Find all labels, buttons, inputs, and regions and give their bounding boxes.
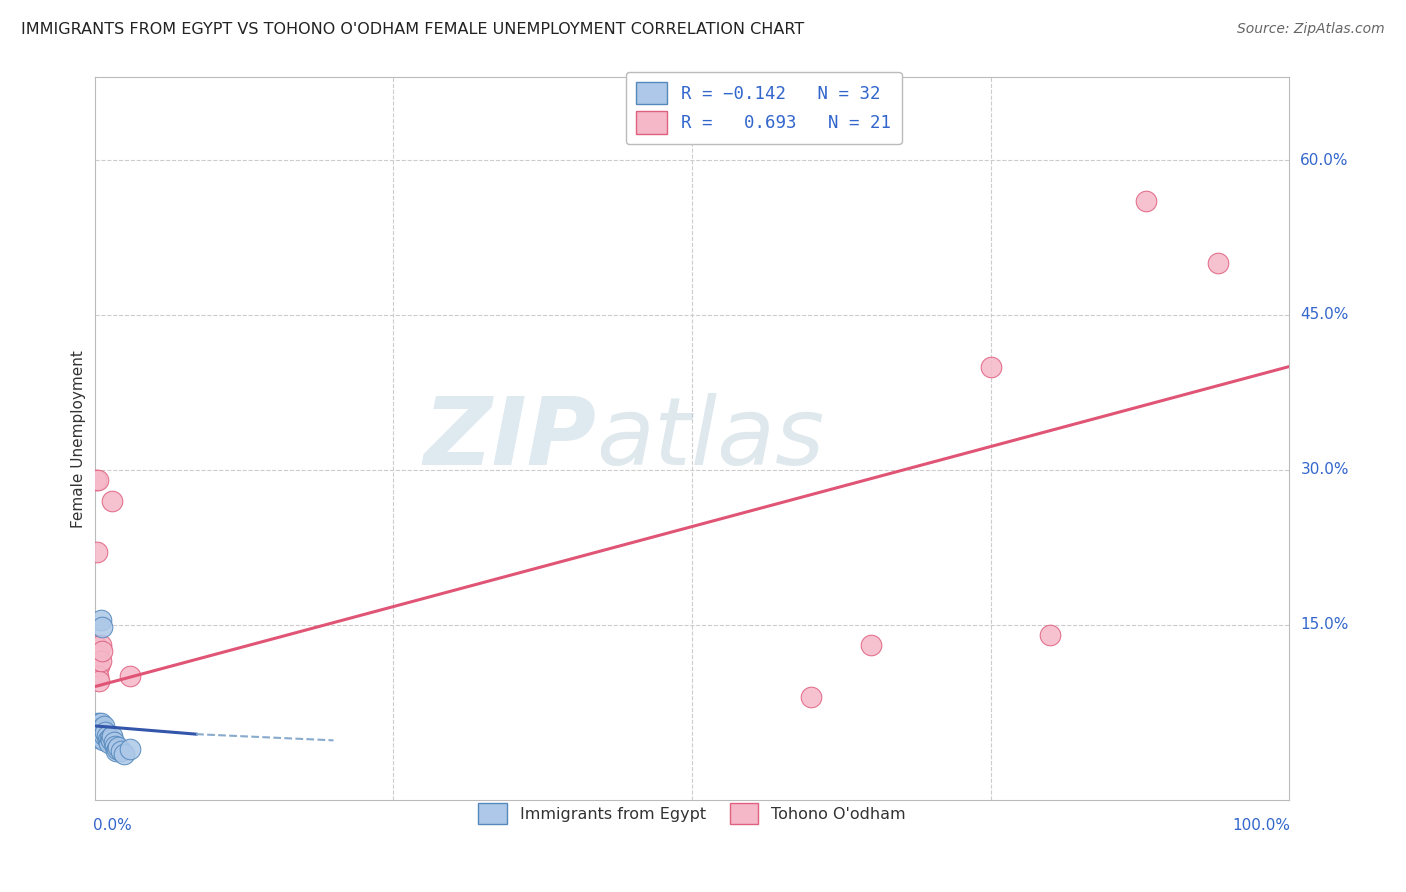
Point <box>84 638 107 652</box>
Text: 45.0%: 45.0% <box>1301 308 1348 322</box>
Point <box>100 733 122 747</box>
Point <box>120 669 142 683</box>
Point <box>90 638 112 652</box>
Point <box>120 741 142 756</box>
Point <box>89 659 111 673</box>
Point <box>90 731 112 746</box>
Point <box>90 613 112 627</box>
Point <box>87 669 110 683</box>
Point <box>800 690 823 704</box>
Point <box>87 473 110 487</box>
Point <box>90 726 112 740</box>
Point <box>980 359 1002 374</box>
Point <box>86 729 108 743</box>
Point <box>87 648 110 663</box>
Y-axis label: Female Unemployment: Female Unemployment <box>72 350 86 528</box>
Point <box>86 648 108 663</box>
Text: 15.0%: 15.0% <box>1301 617 1348 632</box>
Text: 60.0%: 60.0% <box>1301 153 1348 168</box>
Point <box>90 654 112 668</box>
Point <box>86 545 108 559</box>
Point <box>98 731 121 746</box>
Point <box>90 721 112 735</box>
Text: atlas: atlas <box>596 393 824 484</box>
Point <box>91 733 114 747</box>
Point <box>105 741 128 756</box>
Point <box>107 739 129 754</box>
Point <box>90 620 112 634</box>
Point <box>84 473 107 487</box>
Point <box>93 728 115 742</box>
Point <box>1135 194 1157 209</box>
Point <box>87 726 110 740</box>
Point <box>96 729 118 743</box>
Point <box>91 723 114 737</box>
Point <box>93 719 115 733</box>
Point <box>86 723 108 737</box>
Text: 0.0%: 0.0% <box>93 818 132 833</box>
Point <box>90 643 112 657</box>
Text: ZIP: ZIP <box>423 392 596 485</box>
Point <box>97 733 120 747</box>
Text: 30.0%: 30.0% <box>1301 462 1348 477</box>
Point <box>105 744 128 758</box>
Text: IMMIGRANTS FROM EGYPT VS TOHONO O'ODHAM FEMALE UNEMPLOYMENT CORRELATION CHART: IMMIGRANTS FROM EGYPT VS TOHONO O'ODHAM … <box>21 22 804 37</box>
Legend: Immigrants from Egypt, Tohono O'odham: Immigrants from Egypt, Tohono O'odham <box>470 796 914 832</box>
Point <box>94 725 117 739</box>
Point <box>114 747 136 761</box>
Point <box>110 744 132 758</box>
Point <box>101 729 124 743</box>
Point <box>1206 256 1229 270</box>
Point <box>89 731 111 746</box>
Point <box>84 721 107 735</box>
Point <box>90 715 112 730</box>
Point <box>89 721 111 735</box>
Point <box>103 735 125 749</box>
Point <box>84 721 107 735</box>
Point <box>89 674 111 689</box>
Point <box>101 493 124 508</box>
Point <box>104 739 127 753</box>
Point <box>87 715 110 730</box>
Text: Source: ZipAtlas.com: Source: ZipAtlas.com <box>1237 22 1385 37</box>
Point <box>97 736 120 750</box>
Text: 100.0%: 100.0% <box>1233 818 1291 833</box>
Point <box>1039 628 1062 642</box>
Point <box>860 638 883 652</box>
